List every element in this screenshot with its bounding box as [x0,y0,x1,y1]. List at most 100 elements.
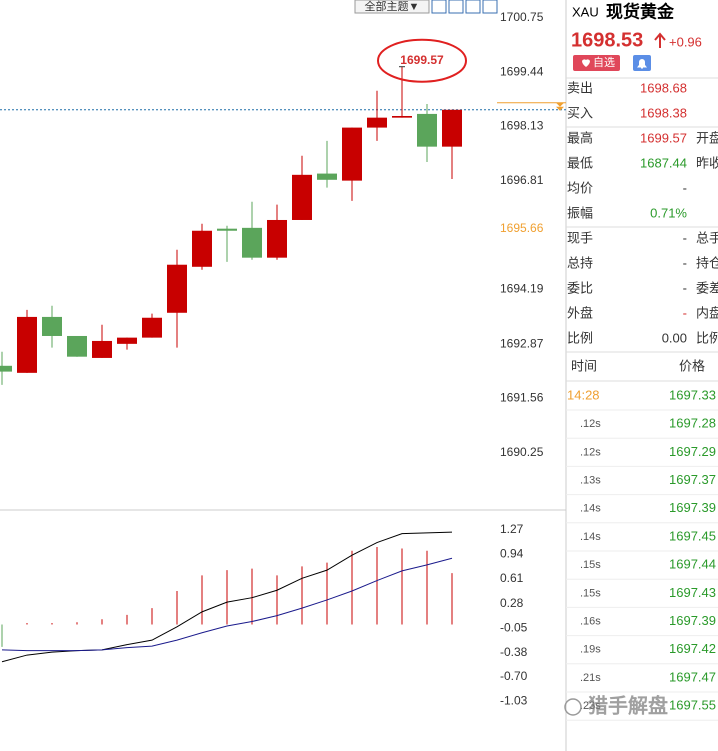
icon-button[interactable] [431,0,447,14]
y-tick-label: 0.28 [500,596,524,610]
tick-price: 1697.43 [669,585,716,600]
tick-price: 1697.44 [669,557,716,572]
icon-button[interactable] [482,0,498,14]
reference-tick-label: 1695.66 [500,221,544,235]
tick-time: .12s [580,418,601,430]
y-tick-label: 1694.19 [500,282,544,296]
y-tick-label: -0.38 [500,645,528,659]
heart-icon [582,59,590,67]
candle-body [267,219,287,258]
candle-body [217,228,237,231]
candle-body [17,316,37,373]
tick-price: 1697.28 [669,416,716,431]
stat-label: 内盘 [696,305,718,320]
stat-label: 最高 [567,130,593,145]
tick-time: .14s [580,531,601,543]
stat-label: 比例 [696,330,718,345]
candle-body [317,173,337,180]
stat-label: 均价 [567,180,593,195]
theme-button-label[interactable]: 全部主题▼ [365,0,420,13]
price-change: +0.96 [669,34,702,49]
stat-label: 现手 [567,230,593,245]
y-tick-label: -0.05 [500,620,528,634]
y-tick-label: 1690.25 [500,445,544,459]
stat-value: - [683,230,687,245]
tick-price: 1697.39 [669,500,716,515]
stat-value: 0.00 [662,330,687,345]
tick-time: .15s [580,559,601,571]
y-tick-label: 1700.75 [500,10,544,24]
candle-body [42,316,62,336]
stat-value: - [683,255,687,270]
candle-body [442,109,462,147]
candle-body [292,174,312,220]
stat-value: 1698.38 [640,105,687,120]
candle-body [192,230,212,267]
stat-label: 总持 [567,255,593,270]
stat-label: 持仓 [696,255,718,270]
ticks-header: 时间 [571,358,597,373]
stat-value: - [683,180,687,195]
y-tick-label: 0.94 [500,547,524,561]
y-tick-label: 1.27 [500,522,524,536]
stat-label: 委比 [567,280,593,295]
stat-value: 1699.57 [640,130,687,145]
tick-time: .14s [580,503,601,515]
tick-price: 1697.39 [669,613,716,628]
toolbar-icons[interactable] [431,0,498,14]
stat-label: 委差 [696,280,718,295]
y-tick-label: 1698.13 [500,119,544,133]
watermark-icon [564,698,582,716]
watch-button[interactable] [573,55,620,71]
tick-price: 1697.33 [669,387,716,402]
y-tick-label: -1.03 [500,693,528,707]
stat-value: 0.71% [650,205,687,220]
watch-button-label[interactable]: 自选 [593,56,615,69]
annotation-label: 1699.57 [400,53,444,67]
symbol: XAU [572,4,599,19]
tick-time: .19s [580,644,601,656]
tick-price: 1697.47 [669,669,716,684]
ticks-header: 价格 [679,358,705,373]
tick-price: 1697.45 [669,528,716,543]
candle-body [417,113,437,147]
stat-value: 1687.44 [640,155,687,170]
candle-body [342,127,362,181]
tick-time: .16s [580,616,601,628]
icon-button[interactable] [465,0,481,14]
candle-body [92,340,112,358]
y-tick-label: -0.70 [500,669,528,683]
bell-icon [637,59,647,69]
tick-time: 14:28 [567,387,600,402]
theme-button[interactable] [354,0,430,14]
candle-body [117,337,137,344]
stat-label: 总手 [696,230,718,245]
candle-body [242,227,262,258]
stat-label: 昨收 [696,155,718,170]
stat-value: 1698.68 [640,80,687,95]
last-price: 1698.53 [571,29,643,51]
stat-label: 买入 [567,105,593,120]
stat-label: 振幅 [567,205,593,220]
stat-label: 最低 [567,155,593,170]
stat-label: 卖出 [567,80,593,95]
y-tick-label: 1696.81 [500,173,544,187]
tick-price: 1697.55 [669,698,716,713]
icon-button[interactable] [448,0,464,14]
candle-body [67,335,87,357]
annotation-circle [377,38,467,83]
tick-price: 1697.37 [669,472,716,487]
tick-time: .12s [580,446,601,458]
tick-time: .21s [580,672,601,684]
y-tick-label: 0.61 [500,571,524,585]
candle-body [167,264,187,313]
candle-body [142,317,162,338]
tick-time: .15s [580,587,601,599]
candle-body [0,365,12,372]
stat-label: 开盘 [696,130,718,145]
macd-line [1,557,453,652]
chart-area: 1690.25 1691.56 1692.87 1694.19 1696.81 1698.… [0,10,566,707]
